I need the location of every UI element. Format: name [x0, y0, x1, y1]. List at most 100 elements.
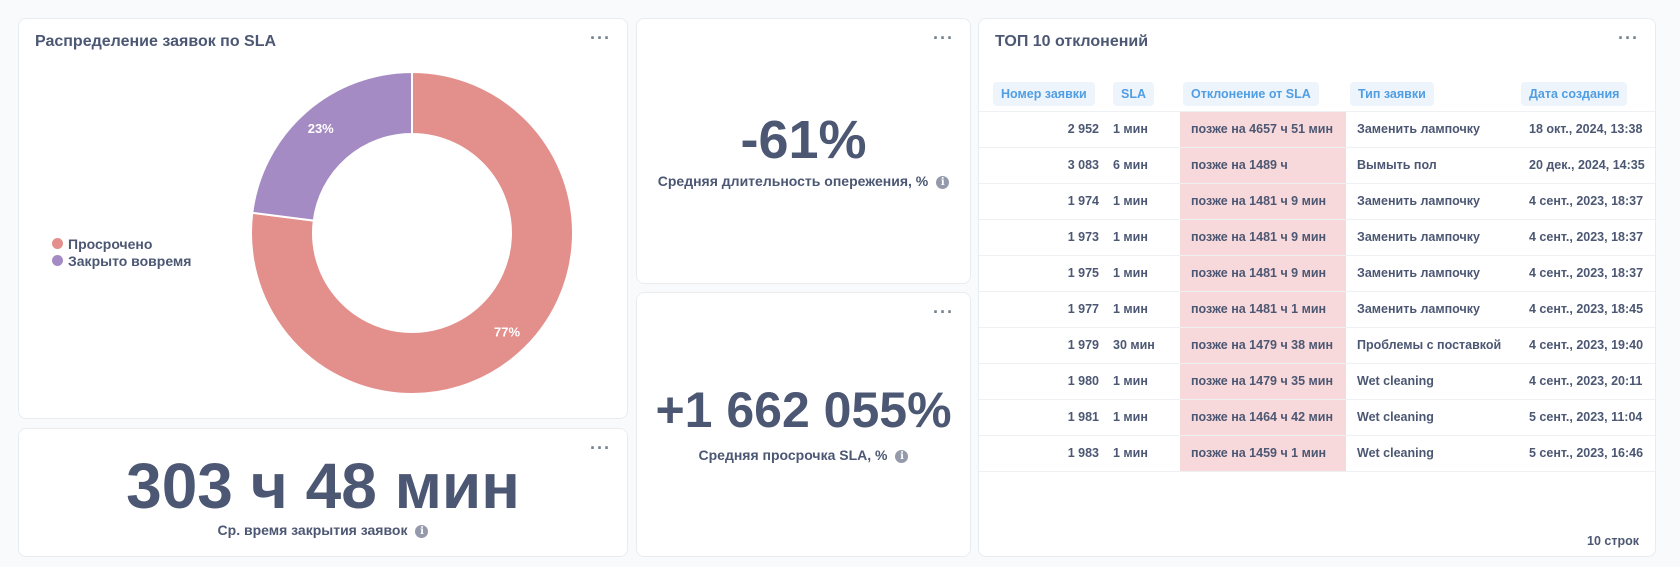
- avg-close-time-caption: Ср. время закрытия заявок i: [19, 522, 627, 538]
- cell-deviation[interactable]: позже на 1481 ч 1 мин: [1180, 290, 1346, 327]
- caption-text: Ср. время закрытия заявок: [217, 522, 408, 538]
- column-header-deviation[interactable]: Отклонение от SLA: [1180, 77, 1346, 111]
- avg-lead-value: -61%: [740, 110, 867, 170]
- table-row[interactable]: 1 979 30 мин позже на 1479 ч 38 мин Проблем…: [979, 326, 1655, 363]
- deviations-table: Номер заявки SLA Отклонение от SLA Тип з…: [979, 77, 1655, 472]
- sla-card-title: Распределение заявок по SLA: [35, 33, 277, 50]
- column-header-number[interactable]: Номер заявки: [979, 77, 1113, 111]
- cell-number[interactable]: 1 981: [979, 398, 1113, 435]
- column-header-label: Номер заявки: [993, 81, 1095, 106]
- cell-number[interactable]: 1 973: [979, 218, 1113, 255]
- column-header-type[interactable]: Тип заявки: [1346, 77, 1516, 111]
- table-row[interactable]: 1 983 1 мин позже на 1459 ч 1 мин Wet clean…: [979, 434, 1655, 472]
- top-card-title: ТОП 10 отклонений: [995, 33, 1149, 50]
- cell-date[interactable]: 4 сент., 2023, 19:40: [1516, 326, 1655, 363]
- cell-type[interactable]: Wet cleaning: [1346, 398, 1516, 435]
- cell-deviation[interactable]: позже на 1481 ч 9 мин: [1180, 254, 1346, 291]
- table-row[interactable]: 2 952 1 мин позже на 4657 ч 51 мин Заменить…: [979, 110, 1655, 147]
- avg-lead-card: ··· -61% Средняя длительность опережения…: [636, 18, 971, 284]
- cell-type[interactable]: Wet cleaning: [1346, 434, 1516, 472]
- cell-type[interactable]: Проблемы с поставкой: [1346, 326, 1516, 363]
- cell-sla[interactable]: 1 мин: [1113, 290, 1180, 327]
- table-row[interactable]: 1 981 1 мин позже на 1464 ч 42 мин Wet clea…: [979, 398, 1655, 435]
- cell-date[interactable]: 4 сент., 2023, 18:45: [1516, 290, 1655, 327]
- cell-date[interactable]: 4 сент., 2023, 20:11: [1516, 362, 1655, 399]
- cell-type[interactable]: Заменить лампочку: [1346, 110, 1516, 147]
- cell-number[interactable]: 1 979: [979, 326, 1113, 363]
- donut-slice-ontime[interactable]: [251, 70, 413, 222]
- cell-sla[interactable]: 1 мин: [1113, 110, 1180, 147]
- cell-type[interactable]: Заменить лампочку: [1346, 290, 1516, 327]
- table-header-row: Номер заявки SLA Отклонение от SLA Тип з…: [979, 77, 1655, 111]
- info-icon[interactable]: i: [936, 176, 950, 189]
- cell-type[interactable]: Заменить лампочку: [1346, 182, 1516, 219]
- column-header-label: Отклонение от SLA: [1183, 81, 1319, 106]
- cell-sla[interactable]: 6 мин: [1113, 146, 1180, 183]
- table-row[interactable]: 1 977 1 мин позже на 1481 ч 1 мин Заменить …: [979, 290, 1655, 327]
- more-icon[interactable]: ···: [590, 438, 611, 458]
- cell-sla[interactable]: 1 мин: [1113, 254, 1180, 291]
- legend-dot-ontime: [52, 255, 63, 266]
- cell-deviation[interactable]: позже на 4657 ч 51 мин: [1180, 110, 1346, 147]
- cell-type[interactable]: Заменить лампочку: [1346, 254, 1516, 291]
- cell-number[interactable]: 1 983: [979, 434, 1113, 472]
- cell-sla[interactable]: 1 мин: [1113, 182, 1180, 219]
- cell-date[interactable]: 5 сент., 2023, 16:46: [1516, 434, 1655, 472]
- cell-number[interactable]: 3 083: [979, 146, 1113, 183]
- cell-number[interactable]: 1 977: [979, 290, 1113, 327]
- column-header-label: Дата создания: [1521, 81, 1628, 106]
- cell-deviation[interactable]: позже на 1481 ч 9 мин: [1180, 218, 1346, 255]
- cell-deviation[interactable]: позже на 1481 ч 9 мин: [1180, 182, 1346, 219]
- cell-sla[interactable]: 1 мин: [1113, 398, 1180, 435]
- column-header-sla[interactable]: SLA: [1113, 77, 1180, 111]
- more-icon[interactable]: ···: [933, 302, 954, 322]
- cell-deviation[interactable]: позже на 1459 ч 1 мин: [1180, 434, 1346, 472]
- avg-overdue-caption: Средняя просрочка SLA, % i: [637, 447, 970, 463]
- table-row[interactable]: 3 083 6 мин позже на 1489 ч Вымыть пол 20 де…: [979, 146, 1655, 183]
- cell-date[interactable]: 4 сент., 2023, 18:37: [1516, 182, 1655, 219]
- cell-date[interactable]: 5 сент., 2023, 11:04: [1516, 398, 1655, 435]
- donut-slice-label: 77%: [494, 324, 520, 339]
- cell-deviation[interactable]: позже на 1489 ч: [1180, 146, 1346, 183]
- legend-item-overdue[interactable]: Просрочено: [52, 235, 191, 252]
- cell-date[interactable]: 20 дек., 2024, 14:35: [1516, 146, 1655, 183]
- more-icon[interactable]: ···: [933, 28, 954, 48]
- cell-deviation[interactable]: позже на 1479 ч 35 мин: [1180, 362, 1346, 399]
- avg-close-time-value: 303 ч 48 мин: [126, 450, 520, 522]
- column-header-date[interactable]: Дата создания: [1516, 77, 1655, 111]
- cell-type[interactable]: Wet cleaning: [1346, 362, 1516, 399]
- info-icon[interactable]: i: [415, 525, 429, 538]
- info-icon[interactable]: i: [895, 450, 909, 463]
- cell-type[interactable]: Вымыть пол: [1346, 146, 1516, 183]
- cell-date[interactable]: 4 сент., 2023, 18:37: [1516, 218, 1655, 255]
- sla-distribution-card: Распределение заявок по SLA ··· Просроче…: [18, 18, 628, 419]
- cell-deviation[interactable]: позже на 1479 ч 38 мин: [1180, 326, 1346, 363]
- legend-label: Закрыто вовремя: [68, 252, 192, 269]
- legend-item-ontime[interactable]: Закрыто вовремя: [52, 252, 191, 269]
- cell-date[interactable]: 4 сент., 2023, 18:37: [1516, 254, 1655, 291]
- cell-sla[interactable]: 30 мин: [1113, 326, 1180, 363]
- cell-number[interactable]: 1 974: [979, 182, 1113, 219]
- cell-number[interactable]: 1 975: [979, 254, 1113, 291]
- cell-sla[interactable]: 1 мин: [1113, 362, 1180, 399]
- cell-deviation[interactable]: позже на 1464 ч 42 мин: [1180, 398, 1346, 435]
- more-icon[interactable]: ···: [1618, 28, 1639, 48]
- cell-date[interactable]: 18 окт., 2024, 13:38: [1516, 110, 1655, 147]
- more-icon[interactable]: ···: [590, 28, 611, 48]
- donut-slice-overdue[interactable]: [250, 70, 574, 395]
- cell-sla[interactable]: 1 мин: [1113, 434, 1180, 472]
- cell-sla[interactable]: 1 мин: [1113, 218, 1180, 255]
- table-row[interactable]: 1 980 1 мин позже на 1479 ч 35 мин Wet clea…: [979, 362, 1655, 399]
- legend-label: Просрочено: [68, 235, 153, 252]
- cell-type[interactable]: Заменить лампочку: [1346, 218, 1516, 255]
- top-deviations-card: ТОП 10 отклонений ··· Номер заявки SLA О…: [978, 18, 1656, 557]
- table-row[interactable]: 1 974 1 мин позже на 1481 ч 9 мин Заменить …: [979, 182, 1655, 219]
- avg-overdue-card: ··· +1 662 055% Средняя просрочка SLA, %…: [636, 292, 971, 557]
- table-row[interactable]: 1 973 1 мин позже на 1481 ч 9 мин Заменить …: [979, 218, 1655, 255]
- column-header-label: Тип заявки: [1350, 81, 1434, 106]
- cell-number[interactable]: 2 952: [979, 110, 1113, 147]
- donut-slice-label: 23%: [308, 121, 334, 136]
- table-row[interactable]: 1 975 1 мин позже на 1481 ч 9 мин Заменить …: [979, 254, 1655, 291]
- cell-number[interactable]: 1 980: [979, 362, 1113, 399]
- caption-text: Средняя просрочка SLA, %: [698, 447, 888, 463]
